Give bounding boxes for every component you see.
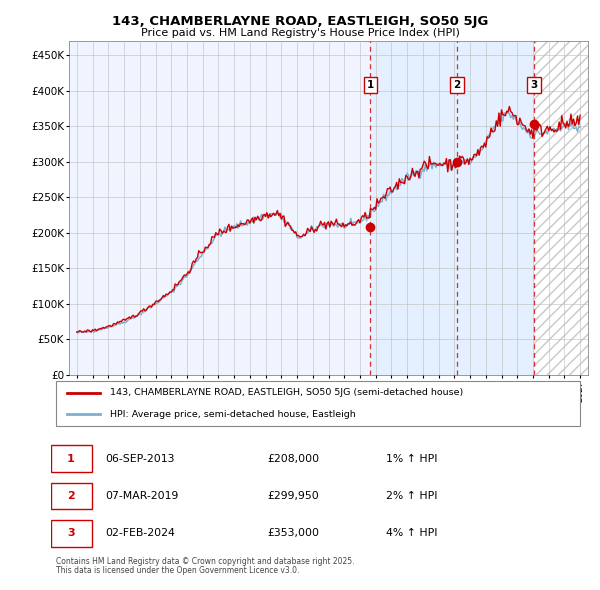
Text: 1% ↑ HPI: 1% ↑ HPI — [386, 454, 437, 464]
Text: This data is licensed under the Open Government Licence v3.0.: This data is licensed under the Open Gov… — [56, 566, 300, 575]
Text: 3: 3 — [530, 80, 538, 90]
Text: 2: 2 — [67, 491, 75, 501]
Text: 02-FEB-2024: 02-FEB-2024 — [105, 529, 175, 539]
Text: 143, CHAMBERLAYNE ROAD, EASTLEIGH, SO50 5JG (semi-detached house): 143, CHAMBERLAYNE ROAD, EASTLEIGH, SO50 … — [110, 388, 464, 398]
Text: 07-MAR-2019: 07-MAR-2019 — [105, 491, 178, 501]
Text: 1: 1 — [67, 454, 75, 464]
Text: £353,000: £353,000 — [267, 529, 319, 539]
Text: £208,000: £208,000 — [267, 454, 319, 464]
FancyBboxPatch shape — [51, 520, 91, 547]
Text: 2% ↑ HPI: 2% ↑ HPI — [386, 491, 437, 501]
Text: 2: 2 — [454, 80, 461, 90]
FancyBboxPatch shape — [51, 483, 91, 509]
Text: Contains HM Land Registry data © Crown copyright and database right 2025.: Contains HM Land Registry data © Crown c… — [56, 557, 355, 566]
Text: 4% ↑ HPI: 4% ↑ HPI — [386, 529, 437, 539]
FancyBboxPatch shape — [56, 381, 580, 426]
FancyBboxPatch shape — [51, 445, 91, 472]
Text: 143, CHAMBERLAYNE ROAD, EASTLEIGH, SO50 5JG: 143, CHAMBERLAYNE ROAD, EASTLEIGH, SO50 … — [112, 15, 488, 28]
Text: £299,950: £299,950 — [267, 491, 319, 501]
Text: 3: 3 — [67, 529, 75, 539]
Bar — [534, 41, 588, 375]
Text: Price paid vs. HM Land Registry's House Price Index (HPI): Price paid vs. HM Land Registry's House … — [140, 28, 460, 38]
Text: 1: 1 — [367, 80, 374, 90]
Text: 06-SEP-2013: 06-SEP-2013 — [105, 454, 175, 464]
Bar — [370, 41, 534, 375]
Text: HPI: Average price, semi-detached house, Eastleigh: HPI: Average price, semi-detached house,… — [110, 409, 356, 419]
